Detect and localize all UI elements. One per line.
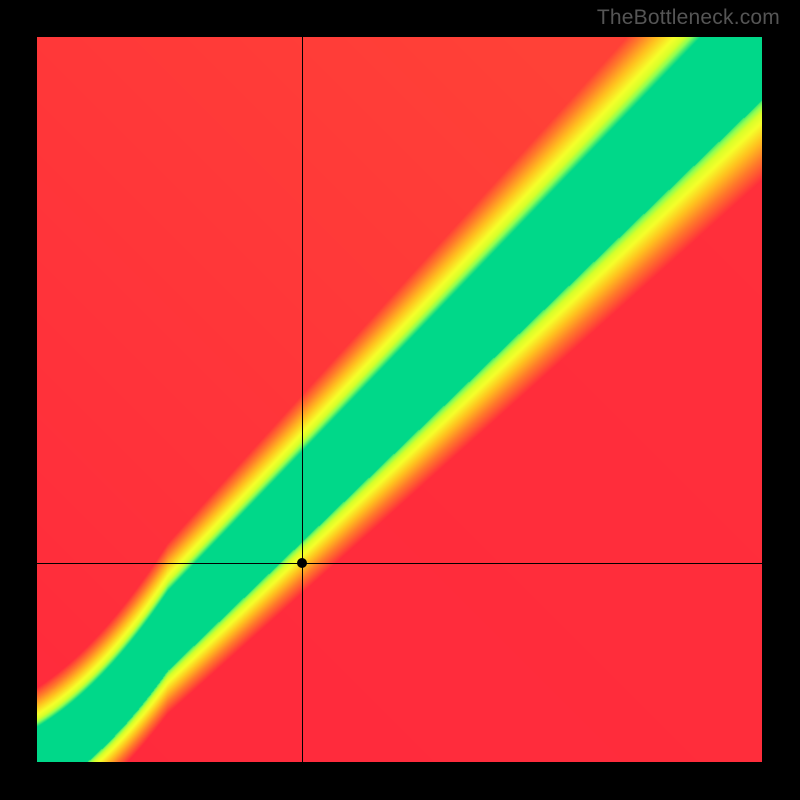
chart-container: TheBottleneck.com <box>0 0 800 800</box>
crosshair-vertical <box>302 37 303 762</box>
data-marker <box>297 558 307 568</box>
heatmap-canvas <box>37 37 762 762</box>
plot-area <box>37 37 762 762</box>
watermark-text: TheBottleneck.com <box>597 6 780 30</box>
crosshair-horizontal <box>37 563 762 564</box>
